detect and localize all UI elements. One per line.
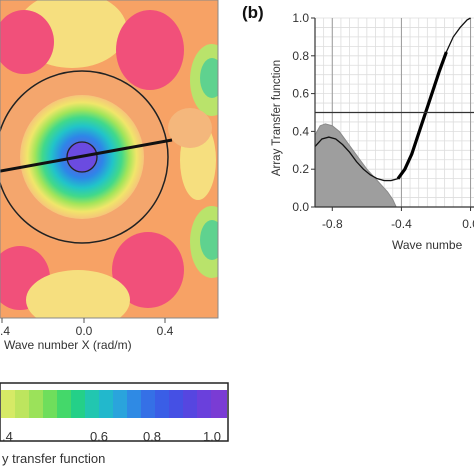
cut-line [0,138,173,173]
heatmap-x-tick-label: 0.4 [157,324,174,338]
heatmap-x-tick-label: 0.0 [76,324,93,338]
heatmap-x-ticks [1,318,166,323]
colorbar-label: y transfer function [2,451,105,466]
heatmap-frame [0,0,219,319]
colorbar-tick-label: 0.6 [90,429,108,444]
b-line-series [314,17,471,182]
heatmap-x-tick-label: .4 [0,324,10,338]
b-area-series [314,123,398,208]
b-y-tick-label: 0.2 [292,162,309,176]
b-y-tick-label: 0.4 [292,124,309,138]
b-y-tick-label: 0.6 [292,87,309,101]
b-x-tick-label: -0.8 [322,217,343,231]
heatmap-chart: .4 0.0 0.4 Wave number X (rad/m) [0,0,219,352]
colorbar-tick-label: 0.8 [143,429,161,444]
b-x-axis-label: Wave numbe [392,238,463,252]
b-y-tick-label: 0.0 [292,200,309,214]
b-axes [314,18,474,208]
panel-b-label: (b) [242,3,264,22]
b-line-highlight [396,51,448,180]
colorbar-tick-label: 1.0 [203,429,221,444]
b-y-tick-label: 1.0 [292,11,309,25]
b-x-tick-label: 0.0 [462,217,474,231]
b-y-tick-label: 0.8 [292,49,309,63]
colorbar-tick-label: .4 [2,429,13,444]
line-chart: (b) Array Transfer function 0.0 0.2 0.4 0.6… [242,3,474,252]
b-series [314,17,474,208]
b-x-tick-label: -0.4 [391,217,412,231]
heatmap-x-axis-label: Wave number X (rad/m) [4,338,132,352]
b-y-axis-label: Array Transfer function [271,60,283,176]
colorbar-swatches [1,390,227,418]
b-x-ticks: -0.8 -0.4 0.0 [322,207,474,231]
heatmap-sidelobes [0,0,218,318]
half-power-circle [0,70,169,244]
colorbar: .4 0.6 0.8 1.0 y transfer function [0,382,229,466]
b-y-ticks: 0.0 0.2 0.4 0.6 0.8 1.0 [292,11,315,214]
